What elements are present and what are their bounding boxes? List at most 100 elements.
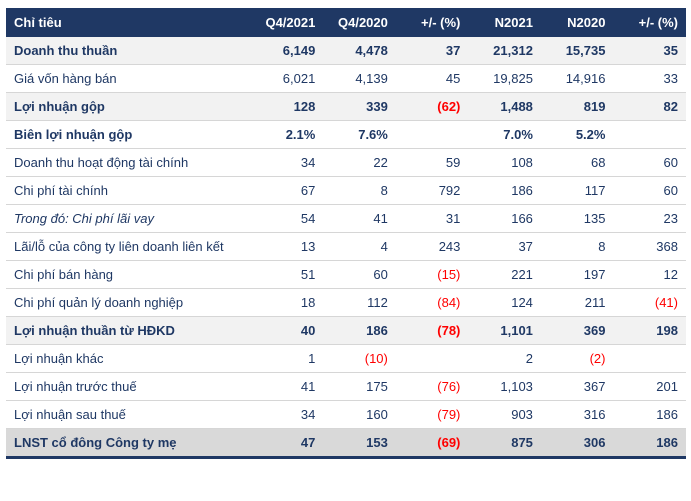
cell-value: 186 (656, 435, 678, 450)
row-label: Doanh thu thuần (6, 37, 251, 65)
cell-value: 60 (613, 148, 686, 177)
cell-value: 211 (540, 288, 614, 317)
row-label: Giá vốn hàng bán (6, 64, 251, 93)
cell-value: 316 (540, 400, 614, 429)
cell-value: 368 (613, 232, 686, 261)
cell-value: (84) (395, 288, 469, 317)
cell-value: 34 (250, 148, 324, 177)
cell-value: 369 (540, 316, 614, 345)
cell-value: 5.2% (540, 120, 614, 149)
cell-value: 186 (613, 400, 686, 429)
cell-value: 37 (468, 232, 541, 261)
column-header: Q4/2020 (323, 8, 396, 37)
row-label: Chi phí tài chính (6, 176, 251, 205)
cell-value: 34 (250, 400, 324, 429)
cell-value: 14,916 (540, 64, 614, 93)
column-header: Q4/2021 (250, 8, 324, 37)
cell-value: 306 (583, 435, 606, 450)
row-label: Lợi nhuận thuần từ HĐKD (6, 316, 251, 345)
cell-value: 4 (323, 232, 396, 261)
row-label: Chi phí bán hàng (6, 260, 251, 289)
row-label: Trong đó: Chi phí lãi vay (6, 204, 251, 233)
cell-value: (41) (613, 288, 686, 317)
cell-value: 37 (395, 37, 469, 65)
cell-value: 1,101 (468, 316, 541, 345)
cell-value: 23 (613, 204, 686, 233)
cell-value: 8 (323, 176, 396, 205)
row-label: Lợi nhuận khác (6, 344, 251, 373)
cell-value: (69) (437, 435, 461, 450)
column-header: +/- (%) (613, 8, 686, 37)
cell-value: 18 (250, 288, 324, 317)
cell-value: 160 (323, 400, 396, 429)
cell-value: 68 (540, 148, 614, 177)
cell-value: 221 (468, 260, 541, 289)
cell-value: 186 (468, 176, 541, 205)
table-row: Chi phí bán hàng 51 60 (15) 221 197 12 (6, 260, 686, 289)
row-label: LNST cổ đông Công ty mẹ (14, 435, 177, 450)
cell-value: 4,478 (323, 37, 396, 65)
cell-value: (79) (395, 400, 469, 429)
cell-value: 197 (540, 260, 614, 289)
table-row: Lãi/lỗ của công ty liên doanh liên kết 13… (6, 232, 686, 261)
column-header-criteria: Chỉ tiêu (6, 8, 251, 37)
table-row: Chi phí tài chính 67 8 792 186 117 60 (6, 176, 686, 205)
cell-value: 1,488 (468, 92, 541, 121)
cell-value (395, 344, 469, 373)
cell-value: 108 (468, 148, 541, 177)
table-row: Biên lợi nhuận gộp 2.1% 7.6% 7.0% 5.2% (6, 120, 686, 149)
cell-value (613, 344, 686, 373)
row-label: Lãi/lỗ của công ty liên doanh liên kết (6, 232, 251, 261)
cell-value: 12 (613, 260, 686, 289)
cell-value: (78) (395, 316, 469, 345)
cell-value: 41 (323, 204, 396, 233)
column-header: N2020 (540, 8, 614, 37)
row-label: Lợi nhuận sau thuế (6, 400, 251, 429)
table-row: Lợi nhuận trước thuế 41 175 (76) 1,103 367 201 (6, 372, 686, 401)
cell-value: 153 (366, 435, 388, 450)
cell-value: 903 (468, 400, 541, 429)
table-row: Trong đó: Chi phí lãi vay 54 41 31 166 135 23 (6, 204, 686, 233)
cell-value: 60 (323, 260, 396, 289)
cell-value: 33 (613, 64, 686, 93)
cell-value: 8 (540, 232, 614, 261)
cell-value: 367 (540, 372, 614, 401)
cell-value: (15) (395, 260, 469, 289)
cell-value: 792 (395, 176, 469, 205)
table-row: Lợi nhuận khác 1 (10) 2 (2) (6, 344, 686, 373)
cell-value: 51 (250, 260, 324, 289)
column-header: +/- (%) (395, 8, 469, 37)
cell-value: 6,149 (250, 37, 324, 65)
cell-value: 198 (613, 316, 686, 345)
row-label: Chi phí quản lý doanh nghiệp (6, 288, 251, 317)
cell-value: 243 (395, 232, 469, 261)
cell-value: 59 (395, 148, 469, 177)
cell-value: 82 (613, 92, 686, 121)
cell-value: 31 (395, 204, 469, 233)
cell-value: 135 (540, 204, 614, 233)
cell-value (395, 120, 469, 149)
cell-value: 15,735 (540, 37, 614, 65)
cell-value: 166 (468, 204, 541, 233)
header-row: Chỉ tiêu Q4/2021 Q4/2020 +/- (%) N2021 N2020 +… (6, 8, 686, 37)
table-row: Lợi nhuận gộp 128 339 (62) 1,488 819 82 (6, 92, 686, 121)
row-label: Biên lợi nhuận gộp (6, 120, 251, 149)
table-row: LNST cổ đông Công ty mẹ 47 153 (69) 875 306 18… (6, 428, 686, 458)
cell-value: 175 (323, 372, 396, 401)
cell-value: 128 (250, 92, 324, 121)
cell-value: (76) (395, 372, 469, 401)
column-header: N2021 (468, 8, 541, 37)
cell-value: 124 (468, 288, 541, 317)
cell-value: (2) (540, 344, 614, 373)
cell-value: 41 (250, 372, 324, 401)
cell-value: 112 (323, 288, 396, 317)
cell-value: 875 (511, 435, 533, 450)
cell-value: 19,825 (468, 64, 541, 93)
table-row: Chi phí quản lý doanh nghiệp 18 112 (84) 124… (6, 288, 686, 317)
row-label: Doanh thu hoạt động tài chính (6, 148, 251, 177)
table-row: Giá vốn hàng bán 6,021 4,139 45 19,825 14,916… (6, 64, 686, 93)
cell-value: 67 (250, 176, 324, 205)
cell-value: 819 (540, 92, 614, 121)
cell-value: (10) (323, 344, 396, 373)
